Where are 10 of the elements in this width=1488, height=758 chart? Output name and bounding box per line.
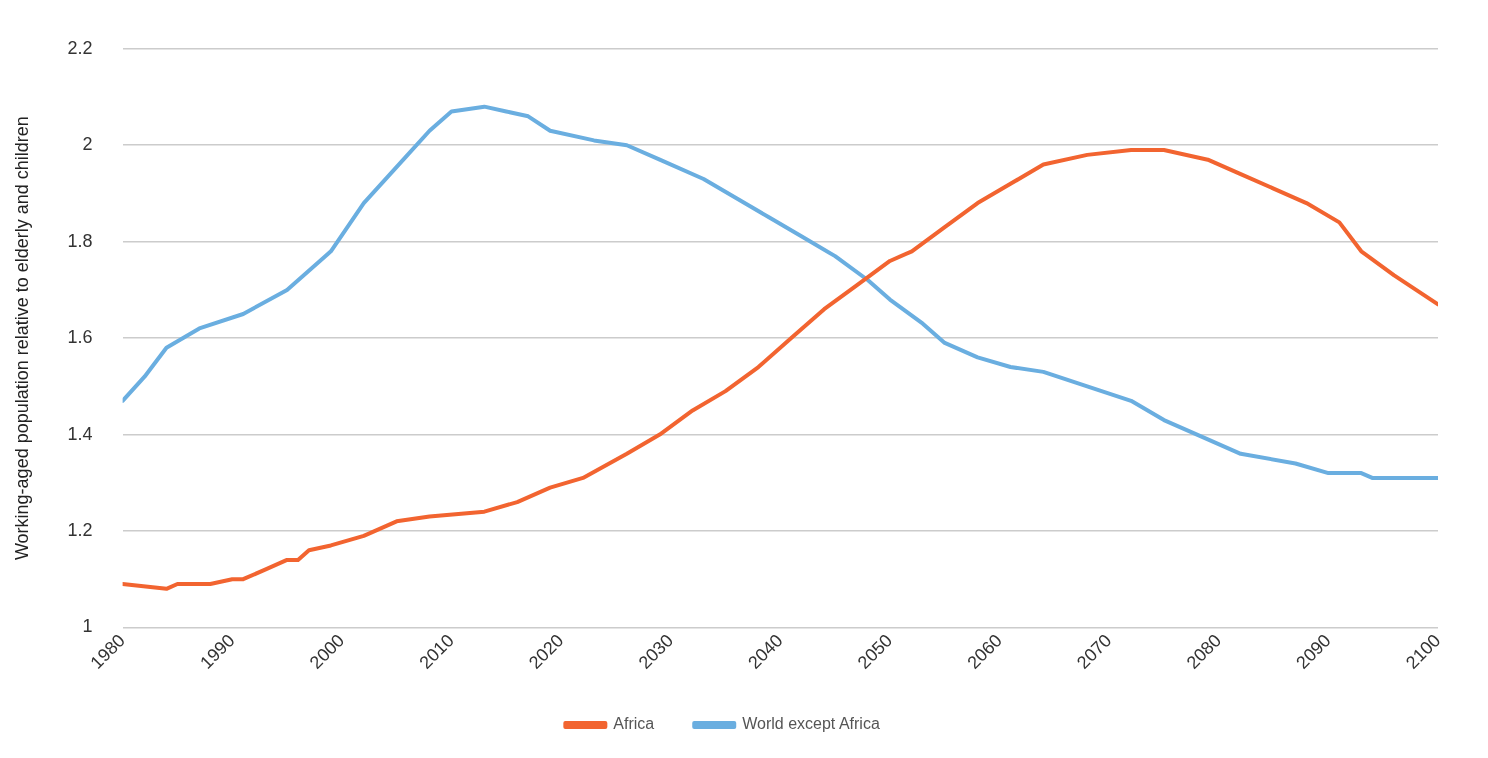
y-tick-label: 1: [82, 616, 93, 637]
y-tick-label: 2: [82, 134, 93, 155]
y-tick-label: 1.6: [67, 327, 93, 348]
legend-label: World except Africa: [742, 715, 880, 733]
legend-label: Africa: [613, 715, 655, 733]
y-tick-label: 2.2: [67, 37, 93, 58]
y-tick-label: 1.2: [67, 519, 93, 540]
y-tick-label: 1.4: [67, 423, 93, 444]
y-axis-title: Working-aged population relative to elderly and children: [11, 116, 32, 561]
y-tick-label: 1.8: [67, 230, 93, 251]
